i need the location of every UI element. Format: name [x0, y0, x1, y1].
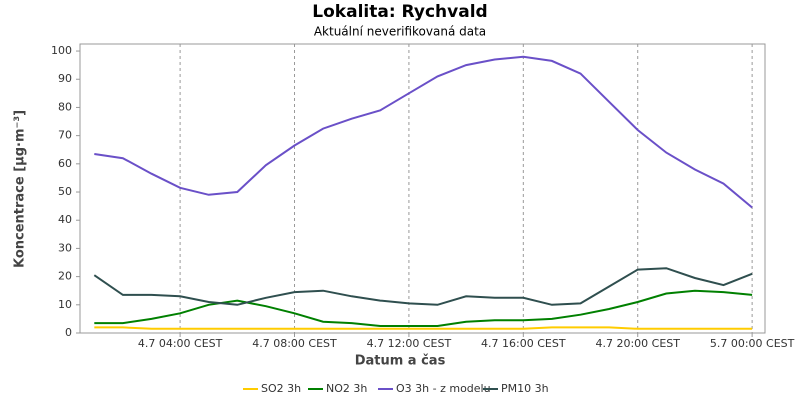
x-tick-label: 4.7 20:00 CEST [595, 337, 680, 350]
y-tick-label: 90 [58, 72, 72, 85]
data-line [93, 267, 753, 306]
x-tick-label: 4.7 08:00 CEST [252, 337, 337, 350]
y-tick-label: 60 [58, 157, 72, 170]
legend-label: SO2 3h [261, 382, 301, 395]
x-tick-label: 5.7 00:00 CEST [710, 337, 795, 350]
x-tick-label: 4.7 12:00 CEST [367, 337, 452, 350]
x-axis-label: Datum a čas [355, 354, 446, 369]
y-tick-label: 100 [51, 44, 72, 57]
y-tick-label: 30 [58, 241, 72, 254]
chart-title: Lokalita: Rychvald [312, 2, 487, 22]
legend-label: NO2 3h [326, 382, 367, 395]
chart-subtitle: Aktuální neverifikovaná data [314, 25, 486, 39]
x-tick-label: 4.7 04:00 CEST [138, 337, 223, 350]
y-tick-label: 70 [58, 129, 72, 142]
y-tick-label: 50 [58, 185, 72, 198]
y-tick-label: 0 [65, 326, 72, 339]
y-axis-label: Koncentrace [µg·m⁻³] [13, 110, 28, 268]
data-line [94, 55, 753, 209]
y-tick-label: 10 [58, 298, 72, 311]
y-tick-label: 20 [58, 270, 72, 283]
legend-label: PM10 3h [501, 382, 549, 395]
y-tick-label: 40 [58, 213, 72, 226]
data-line [94, 326, 753, 330]
data-line [94, 289, 753, 327]
legend-label: O3 3h - z modelu [396, 382, 491, 395]
x-tick-label: 4.7 16:00 CEST [481, 337, 566, 350]
y-tick-label: 80 [58, 100, 72, 113]
plot-area [79, 43, 766, 334]
